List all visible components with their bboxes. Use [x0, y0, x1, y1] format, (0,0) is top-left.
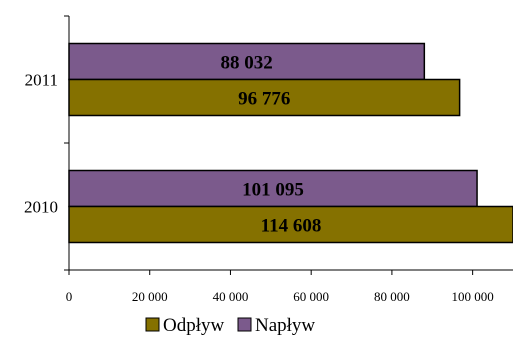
bar-odpływ	[68, 205, 513, 244]
legend-label-odpływ: Odpływ	[163, 315, 225, 336]
legend-label-napływ: Napływ	[255, 315, 315, 336]
bar-odpływ	[68, 78, 461, 117]
bar-napływ	[68, 42, 426, 81]
x-tick-label: 20 000	[132, 289, 168, 304]
y-category-label: 2011	[25, 71, 58, 90]
data-label: 114 608	[261, 216, 322, 237]
x-tick-label: 40 000	[213, 289, 249, 304]
y-category-label: 2010	[24, 198, 58, 217]
data-label: 101 095	[242, 180, 304, 201]
data-label: 88 032	[221, 53, 273, 74]
legend-swatch-napływ	[237, 317, 252, 332]
x-tick-label: 0	[66, 289, 73, 304]
x-tick-label: 60 000	[293, 289, 329, 304]
legend-swatch-odpływ	[145, 317, 160, 332]
data-label: 96 776	[238, 89, 290, 110]
legend: Odpływ Napływ	[145, 315, 315, 336]
plot-area: 0 20 000 40 000 60 000 80 000 100 000 2011 88 0…	[24, 15, 513, 304]
bar-napływ	[68, 169, 478, 208]
x-tick-label: 100 000	[452, 289, 494, 304]
x-tick-label: 80 000	[374, 289, 410, 304]
